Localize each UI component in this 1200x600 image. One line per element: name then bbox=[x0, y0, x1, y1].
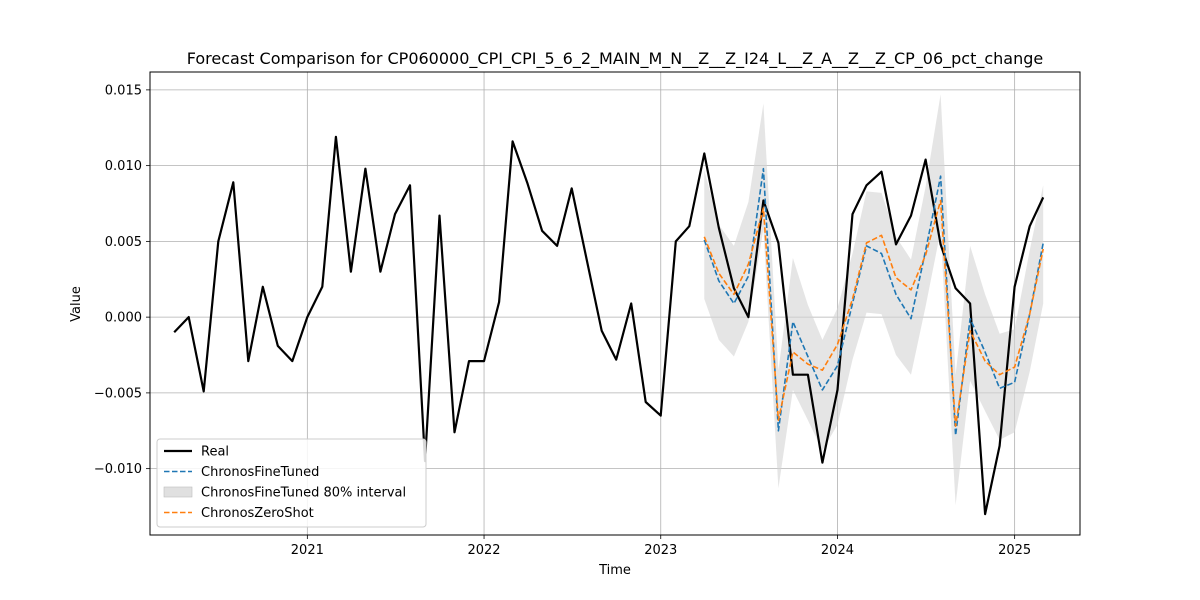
x-axis-label: Time bbox=[598, 563, 631, 578]
legend-swatch bbox=[163, 486, 193, 498]
legend-item: ChronosZeroShot bbox=[164, 506, 314, 521]
finetuned-interval-band bbox=[704, 94, 1044, 506]
chart-legend: Real ChronosFineTuned ChronosFineTuned 80%… bbox=[156, 438, 427, 528]
legend-label: ChronosZeroShot bbox=[201, 506, 314, 521]
zeroshot-series-line bbox=[703, 199, 1044, 428]
real-series-line bbox=[173, 135, 1045, 516]
legend-box bbox=[156, 438, 427, 528]
x-tick-label: 2025 bbox=[998, 543, 1031, 558]
legend-item: ChronosFineTuned 80% interval bbox=[163, 486, 406, 501]
legend-item: Real bbox=[164, 445, 229, 460]
legend-label: ChronosFineTuned 80% interval bbox=[201, 486, 406, 501]
y-tick-label: −0.005 bbox=[94, 386, 142, 401]
finetuned-series-line bbox=[703, 167, 1044, 437]
series-layer bbox=[173, 135, 1045, 516]
y-axis-label: Value bbox=[69, 286, 84, 322]
y-tick-label: 0.015 bbox=[105, 83, 142, 98]
legend-label: Real bbox=[201, 445, 229, 460]
interval-band-layer bbox=[704, 94, 1044, 506]
x-tick-label: 2024 bbox=[821, 543, 854, 558]
legend-label: ChronosFineTuned bbox=[201, 465, 319, 480]
legend-item: ChronosFineTuned bbox=[164, 465, 319, 480]
x-tick-label: 2023 bbox=[644, 543, 677, 558]
y-tick-label: 0.000 bbox=[105, 311, 142, 326]
y-axis-ticks: 0.015 0.010 0.005 0.000 −0.005 −0.010 bbox=[94, 83, 150, 477]
y-tick-label: −0.010 bbox=[94, 462, 142, 477]
y-tick-label: 0.010 bbox=[105, 159, 142, 174]
x-tick-label: 2022 bbox=[467, 543, 500, 558]
y-tick-label: 0.005 bbox=[105, 235, 142, 250]
chart-title: Forecast Comparison for CP060000_CPI_CPI… bbox=[187, 49, 1044, 69]
x-axis-ticks: 2021 2022 2023 2024 2025 bbox=[291, 535, 1031, 558]
x-tick-label: 2021 bbox=[291, 543, 324, 558]
plot-frame bbox=[149, 71, 1081, 536]
